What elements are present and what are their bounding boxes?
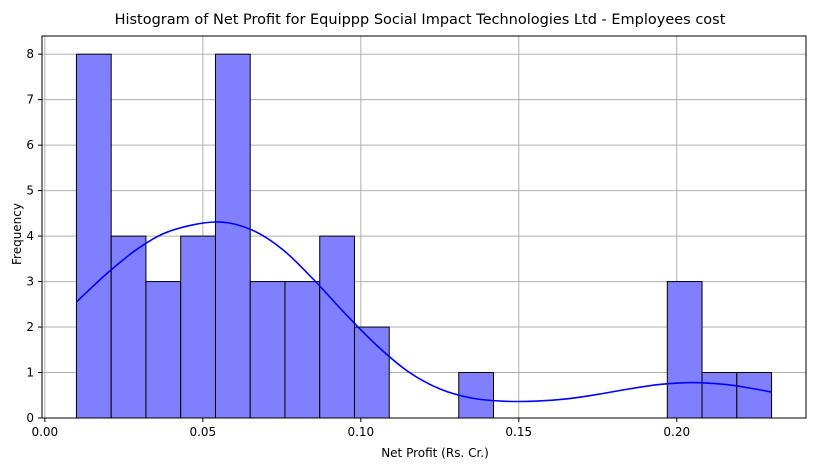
histogram-bar	[353, 326, 390, 419]
y-tick-label: 4	[26, 229, 34, 243]
histogram-bar	[458, 372, 495, 419]
histogram-bar	[75, 53, 112, 419]
x-tick-label: 0.05	[189, 425, 216, 439]
histogram-bar	[666, 281, 703, 419]
x-axis-label: Net Profit (Rs. Cr.)	[381, 446, 489, 460]
histogram-bar	[214, 53, 251, 419]
y-tick-label: 1	[26, 366, 34, 380]
y-tick-label: 6	[26, 138, 34, 152]
x-tick-label: 0.10	[347, 425, 374, 439]
y-tick-label: 5	[26, 184, 34, 198]
histogram-bar	[736, 372, 773, 419]
histogram-bar	[319, 235, 355, 419]
chart-title: Histogram of Net Profit for Equippp Soci…	[115, 12, 726, 28]
y-axis-label: Frequency	[10, 203, 24, 265]
y-tick-label: 2	[26, 320, 34, 334]
plot-frame	[41, 35, 807, 419]
histogram-bars	[75, 53, 773, 419]
histogram-bar	[249, 281, 286, 419]
x-tick-label: 0.00	[31, 425, 58, 439]
y-tick-label: 3	[26, 275, 34, 289]
x-tick-label: 0.15	[505, 425, 532, 439]
y-tick-label: 0	[26, 411, 34, 425]
histogram-bar	[701, 372, 738, 419]
y-tick-label: 7	[26, 93, 34, 107]
axis-ticks: 0.00 0.05 0.10 0.15 0.20 0 1 2 3 4 5 6 7 8	[26, 47, 690, 439]
histogram-bar	[284, 281, 321, 419]
kde-curve	[75, 221, 772, 403]
x-tick-label: 0.20	[663, 425, 690, 439]
histogram-bar	[145, 281, 182, 419]
y-tick-label: 8	[26, 47, 34, 61]
histogram-bar	[180, 235, 216, 419]
kde-curve-group	[75, 221, 772, 403]
histogram-bar	[110, 235, 147, 419]
